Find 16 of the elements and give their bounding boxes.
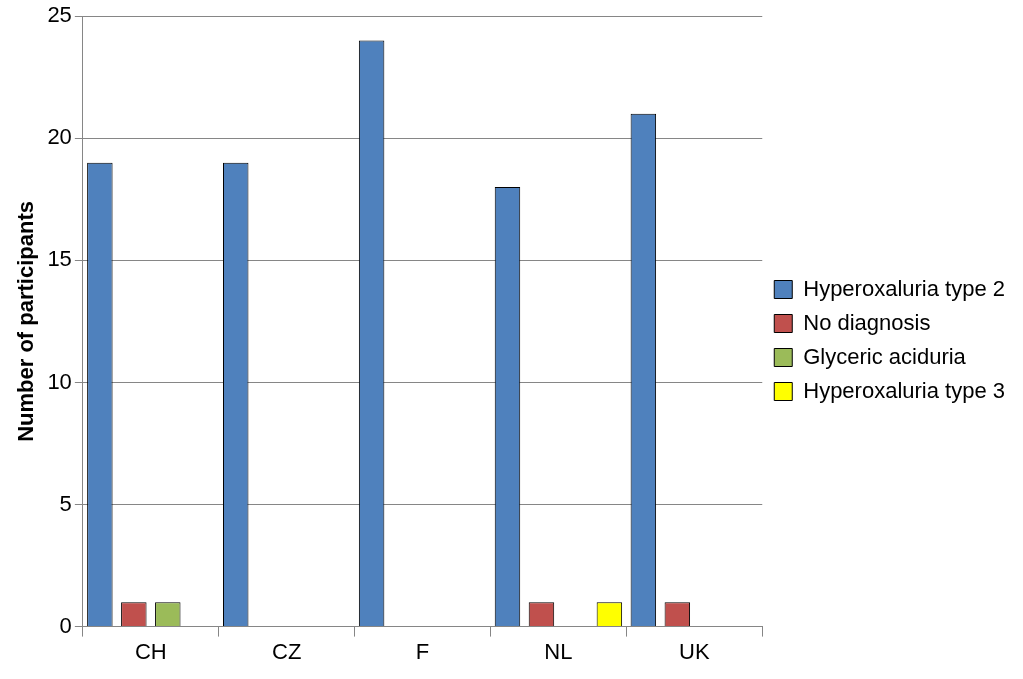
x-tick-label: CZ xyxy=(272,638,302,664)
legend-label: Hyperoxaluria type 3 xyxy=(803,377,1006,403)
x-tick-label: UK xyxy=(679,638,710,664)
legend-label: Glyceric aciduria xyxy=(803,343,967,369)
x-tick-label: NL xyxy=(544,638,573,664)
y-tick-label: 0 xyxy=(59,612,72,638)
y-tick-label: 15 xyxy=(47,246,72,272)
legend-label: Hyperoxaluria type 2 xyxy=(803,275,1006,301)
y-tick-label: 20 xyxy=(47,124,72,150)
x-tick-label: F xyxy=(415,638,430,664)
y-tick-label: 5 xyxy=(59,490,72,516)
x-tick-label: CH xyxy=(134,638,167,664)
legend-label: No diagnosis xyxy=(803,309,931,335)
y-axis-title: Number of participants xyxy=(13,200,39,442)
y-tick-label: 25 xyxy=(47,2,72,28)
y-tick-label: 10 xyxy=(47,368,72,394)
